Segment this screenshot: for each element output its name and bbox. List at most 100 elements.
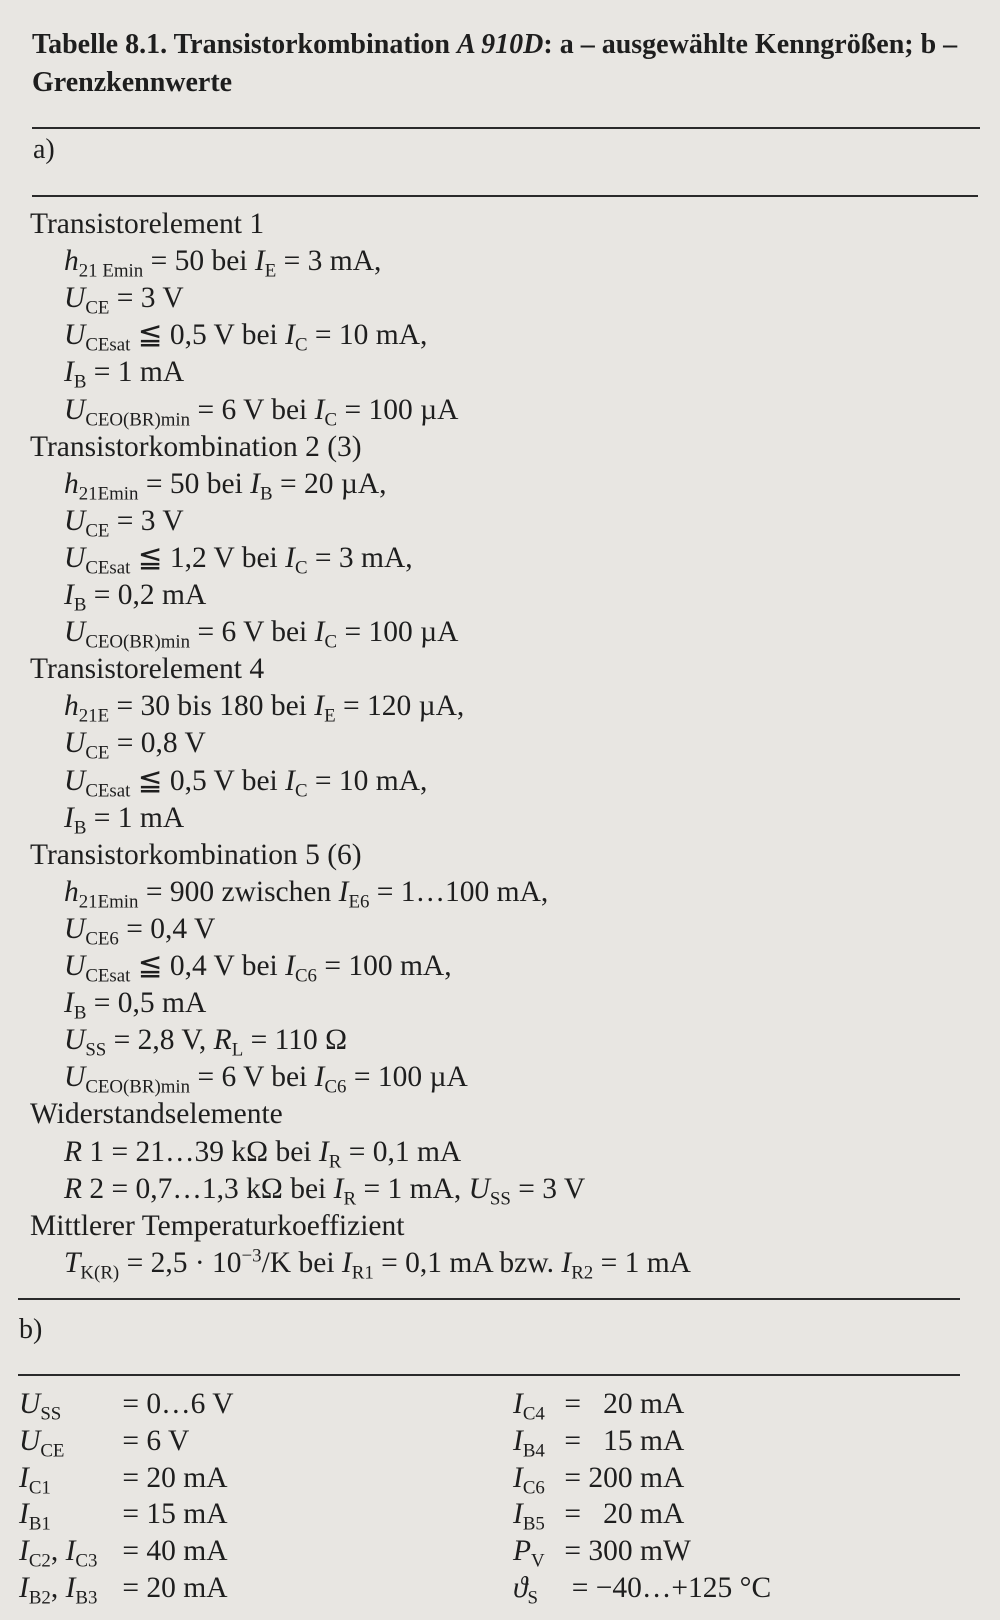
group-heading: Widerstandselemente [30,1096,283,1132]
limit-symbol: IB1 [19,1496,115,1534]
symbol: U [64,282,86,315]
limit-row: IC4 = 20 mA [513,1386,684,1424]
symbol: U [19,1388,41,1420]
symbol: I [64,579,74,611]
subscript: CEsat [85,780,131,802]
group-heading: Transistorelement 4 [30,651,264,687]
text: = 10 mA, [307,764,428,797]
subscript: C2 [28,1550,51,1572]
text: = 1 mA [593,1246,691,1279]
rule-top [32,127,980,129]
symbol: R [213,1024,232,1057]
subscript: C [294,780,308,802]
text: ≦ 0,5 V bei [130,319,286,352]
text: = 1 mA, [356,1172,469,1205]
text: = 100 mA, [316,950,452,982]
text: = 6 V bei [190,616,315,649]
limit-value: = 200 mA [557,1461,685,1494]
subscript: R [343,1188,357,1210]
subscript: CEsat [85,965,131,987]
limit-row: PV = 300 mW [513,1533,691,1572]
limit-symbol: ϑS [513,1570,557,1609]
subscript: C [324,409,338,431]
symbol: R [64,1135,83,1168]
limit-row: IB1 = 15 mA [19,1496,228,1534]
text: 2 = 0,7…1,3 kΩ bei [82,1172,334,1205]
limit-symbol: IC2, IC3 [19,1533,115,1572]
subscript: CE [85,297,110,319]
text: = 50 bei [143,245,255,278]
symbol: I [513,1498,523,1531]
text: = 2,8 V, [106,1024,214,1057]
symbol: I [314,616,325,649]
subscript: CE [40,1440,65,1462]
subscript: CEO(BR)min [85,1076,191,1098]
subscript: B3 [75,1587,98,1609]
text: = 110 Ω [243,1024,348,1057]
subscript: 21Emin [78,891,139,913]
limit-value: = 15 mA [115,1498,228,1531]
parameter-line: h21Emin = 50 bei IB = 20 µA, [64,466,387,504]
limit-symbol: USS [19,1386,115,1424]
limit-symbol: PV [513,1533,557,1572]
parameter-line: IB = 1 mA [64,800,185,838]
parameter-line: UCE6 = 0,4 V [64,911,215,949]
section-a-label: a) [33,134,55,165]
subscript: C [324,631,338,653]
text: Transistorkombination 5 (6) [30,838,362,871]
text: = 3 V [510,1172,586,1205]
limit-symbol: IB4 [513,1423,557,1461]
subscript: CEO(BR)min [85,409,191,431]
text: = 50 bei [138,467,251,500]
limit-row: ϑS = −40…+125 °C [513,1570,771,1609]
symbol: I [338,875,349,908]
superscript: −3 [241,1245,262,1267]
text: = 900 zwischen [138,875,339,908]
text: ≦ 1,2 V bei [130,541,286,574]
subscript: K(R) [80,1262,120,1284]
text: = 1 mA [86,801,185,834]
text: = 100 µA [337,393,459,426]
subscript: CEsat [85,334,131,356]
subscript: S [527,1587,538,1609]
symbol: I [254,245,265,278]
limit-row: IB2, IB3 = 20 mA [19,1570,228,1609]
symbol: I [19,1461,29,1494]
symbol: U [468,1172,490,1205]
symbol: I [65,1572,76,1604]
text: /K bei [261,1246,342,1279]
text: Mittlerer Temperaturkoeffizient [30,1209,405,1242]
parameter-line: UCE = 3 V [64,503,184,541]
symbol: U [64,1061,86,1094]
parameter-line: UCEsat ≦ 0,5 V bei IC = 10 mA, [64,317,427,356]
text: = 0,5 mA [86,987,207,1020]
subscript: C6 [324,1076,347,1098]
subscript: B5 [522,1513,545,1535]
text: = 20 µA, [272,467,387,500]
symbol: I [285,764,295,797]
parameter-line: R 2 = 0,7…1,3 kΩ bei IR = 1 mA, USS = 3 … [64,1171,586,1210]
symbol: I [314,1061,325,1094]
parameter-line: UCEsat ≦ 0,4 V bei IC6 = 100 mA, [64,948,452,987]
subscript: V [531,1550,545,1572]
limit-symbol: IB5 [513,1496,557,1535]
subscript: R [328,1151,342,1173]
symbol: U [64,319,86,352]
subscript: CEO(BR)min [85,631,191,653]
parameter-line: h21Emin = 900 zwischen IE6 = 1…100 mA, [64,874,548,913]
text: Transistorelement 1 [30,208,265,240]
text: Transistorelement 4 [30,653,265,686]
text: ≦ 0,5 V bei [130,764,286,797]
limit-value: = 40 mA [115,1535,228,1568]
text: = 120 µA, [335,690,465,723]
parameter-line: UCEO(BR)min = 6 V bei IC = 100 µA [64,392,459,431]
text: = 3 mA, [276,245,382,278]
table-caption: Tabelle 8.1. Transistorkombination A 910… [32,26,972,102]
limit-symbol: IC1 [19,1460,115,1498]
parameter-line: UCE = 3 V [64,280,184,319]
symbol: R [64,1172,83,1205]
subscript: 21E [78,705,110,727]
group-heading: Transistorkombination 5 (6) [30,837,362,873]
symbol: I [314,393,325,426]
rule-b-top [18,1298,960,1300]
